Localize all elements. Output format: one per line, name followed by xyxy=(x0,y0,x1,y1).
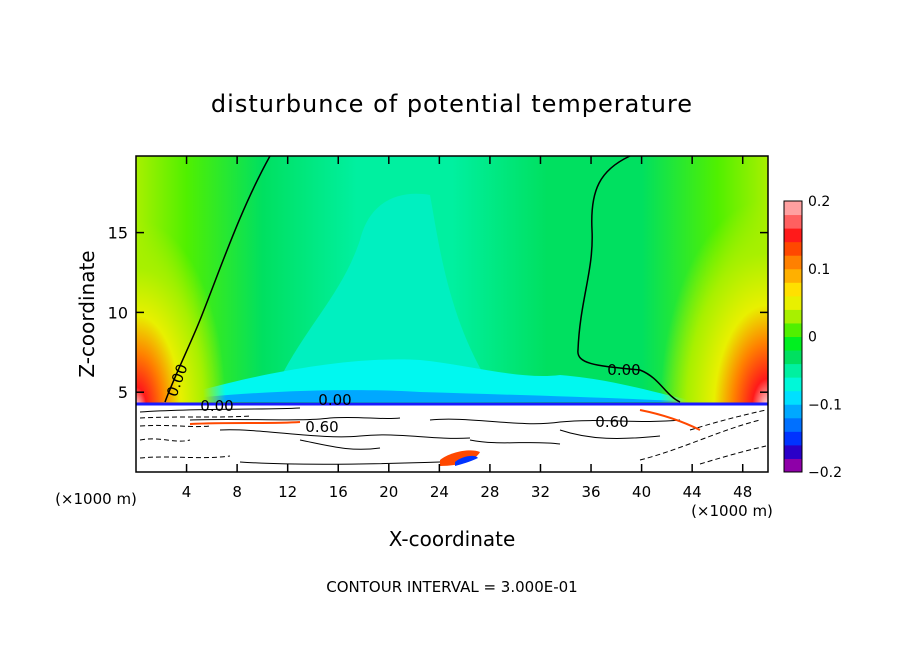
x-tick-label: 8 xyxy=(232,483,242,501)
contour-label: 0.60 xyxy=(595,413,628,431)
x-tick-label: 28 xyxy=(480,483,499,501)
colorbar xyxy=(783,200,803,473)
x-tick-label: 36 xyxy=(581,483,600,501)
x-tick-label: 12 xyxy=(278,483,297,501)
lower-contours xyxy=(139,407,767,465)
x-tick-label: 44 xyxy=(683,483,702,501)
chart-title: disturbunce of potential temperature xyxy=(211,90,693,118)
colorbar-swatch xyxy=(784,309,802,324)
contour-label: 0.00 xyxy=(607,361,640,379)
colorbar-swatch xyxy=(784,255,802,270)
x-tick-label: 16 xyxy=(329,483,348,501)
x-axis: 4 8 12 16 20 24 28 32 36 40 44 48 xyxy=(182,156,752,501)
colorbar-swatch xyxy=(784,295,802,310)
colorbar-tick-label: 0.1 xyxy=(808,262,830,278)
colorbar-swatch xyxy=(784,431,802,446)
y-tick-label: 15 xyxy=(108,224,128,243)
colorbar-swatch xyxy=(784,268,802,283)
x-unit-right: (×1000 m) xyxy=(691,502,773,520)
warm-blob xyxy=(440,450,480,466)
plot-area xyxy=(136,156,768,472)
x-tick-label: 24 xyxy=(430,483,449,501)
x-tick-label: 4 xyxy=(182,483,192,501)
cool-blob xyxy=(455,455,478,466)
colorbar-swatch xyxy=(784,201,802,216)
zero-contour-left xyxy=(164,156,271,403)
right-warm-region xyxy=(660,200,768,410)
contour-labels: 0.00 0.00 0.00 0.00 0.60 0.60 xyxy=(163,361,641,436)
colorbar-swatch xyxy=(784,322,802,337)
plot-frame xyxy=(135,155,769,473)
red-streak-right xyxy=(639,409,701,431)
contour-label: 0.00 xyxy=(318,391,351,409)
y-axis-label: Z-coordinate xyxy=(75,250,99,377)
x-axis-label: X-coordinate xyxy=(389,527,516,551)
colorbar-tick-label: 0.2 xyxy=(808,194,830,210)
y-axis: 5 10 15 xyxy=(108,224,768,402)
colorbar-swatch xyxy=(784,228,802,243)
colorbar-tick-label: −0.2 xyxy=(808,465,842,481)
contour-label: 0.00 xyxy=(200,397,233,415)
colorbar-swatch xyxy=(784,214,802,229)
colorbar-swatch xyxy=(784,336,802,351)
colorbar-swatch xyxy=(784,350,802,365)
blue-band xyxy=(160,390,700,402)
x-tick-label: 32 xyxy=(531,483,550,501)
colorbar-frame xyxy=(783,200,803,473)
x-unit-left: (×1000 m) xyxy=(55,490,137,508)
colorbar-ticks: 0.2 0.1 0 −0.1 −0.2 xyxy=(808,194,842,481)
colorbar-swatch xyxy=(784,390,802,405)
y-tick-label: 10 xyxy=(108,303,128,322)
colorbar-swatch xyxy=(784,282,802,297)
left-warm-region xyxy=(136,220,226,410)
colorbar-swatch xyxy=(784,458,802,473)
cool-plume xyxy=(270,193,500,400)
colorbar-swatch xyxy=(784,241,802,256)
colorbar-swatch xyxy=(784,377,802,392)
colorbar-tick-label: −0.1 xyxy=(808,397,842,413)
zero-contour-right xyxy=(577,156,681,403)
red-streak-left xyxy=(189,421,301,425)
colorbar-swatch xyxy=(784,363,802,378)
colorbar-tick-label: 0 xyxy=(808,330,817,346)
x-tick-label: 48 xyxy=(733,483,752,501)
contour-label: 0.60 xyxy=(305,418,338,436)
colorbar-swatch xyxy=(784,444,802,459)
x-tick-label: 20 xyxy=(379,483,398,501)
x-tick-label: 40 xyxy=(632,483,651,501)
colorbar-swatch xyxy=(784,417,802,432)
colorbar-swatch xyxy=(784,404,802,419)
y-tick-label: 5 xyxy=(118,383,128,402)
contour-interval-note: CONTOUR INTERVAL = 3.000E-01 xyxy=(326,578,577,596)
